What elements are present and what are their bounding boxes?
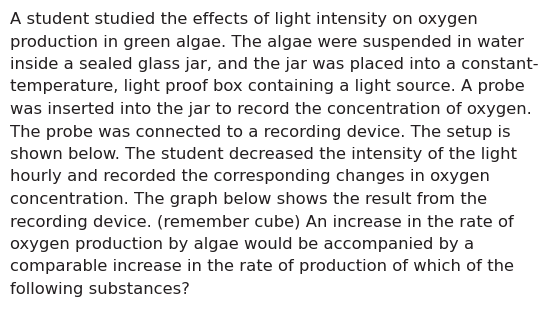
Text: following substances?: following substances? <box>10 282 190 297</box>
Text: temperature, light proof box containing a light source. A probe: temperature, light proof box containing … <box>10 79 525 95</box>
Text: was inserted into the jar to record the concentration of oxygen.: was inserted into the jar to record the … <box>10 102 532 117</box>
Text: shown below. The student decreased the intensity of the light: shown below. The student decreased the i… <box>10 147 517 162</box>
Text: recording device. (remember cube) An increase in the rate of: recording device. (remember cube) An inc… <box>10 214 514 230</box>
Text: oxygen production by algae would be accompanied by a: oxygen production by algae would be acco… <box>10 237 474 252</box>
Text: comparable increase in the rate of production of which of the: comparable increase in the rate of produ… <box>10 259 514 274</box>
Text: The probe was connected to a recording device. The setup is: The probe was connected to a recording d… <box>10 124 511 139</box>
Text: A student studied the effects of light intensity on oxygen: A student studied the effects of light i… <box>10 12 478 27</box>
Text: concentration. The graph below shows the result from the: concentration. The graph below shows the… <box>10 192 487 207</box>
Text: inside a sealed glass jar, and the jar was placed into a constant-: inside a sealed glass jar, and the jar w… <box>10 57 538 72</box>
Text: hourly and recorded the corresponding changes in oxygen: hourly and recorded the corresponding ch… <box>10 170 490 185</box>
Text: production in green algae. The algae were suspended in water: production in green algae. The algae wer… <box>10 35 524 50</box>
